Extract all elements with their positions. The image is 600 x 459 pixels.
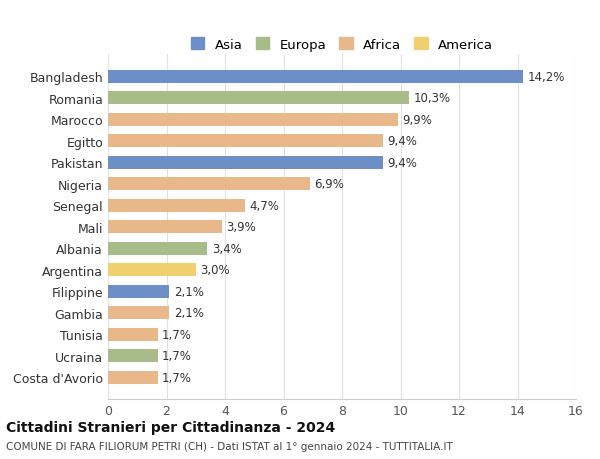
Text: 6,9%: 6,9% (314, 178, 344, 191)
Text: 1,7%: 1,7% (162, 349, 192, 362)
Text: 3,4%: 3,4% (212, 242, 242, 255)
Text: 1,7%: 1,7% (162, 328, 192, 341)
Text: 9,4%: 9,4% (388, 157, 417, 169)
Bar (108, 113, 398, 127)
Bar (108, 157, 383, 169)
Bar (108, 178, 310, 191)
Text: 10,3%: 10,3% (413, 92, 451, 105)
Text: COMUNE DI FARA FILIORUM PETRI (CH) - Dati ISTAT al 1° gennaio 2024 - TUTTITALIA.: COMUNE DI FARA FILIORUM PETRI (CH) - Dat… (6, 441, 453, 451)
Bar (108, 349, 158, 362)
Text: Cittadini Stranieri per Cittadinanza - 2024: Cittadini Stranieri per Cittadinanza - 2… (6, 420, 335, 434)
Legend: Asia, Europa, Africa, America: Asia, Europa, Africa, America (187, 34, 497, 56)
Text: 2,1%: 2,1% (174, 307, 203, 319)
Bar (108, 71, 523, 84)
Bar (108, 328, 158, 341)
Bar (108, 242, 208, 255)
Text: 3,0%: 3,0% (200, 263, 230, 277)
Bar (108, 285, 169, 298)
Text: 4,7%: 4,7% (250, 199, 280, 212)
Text: 14,2%: 14,2% (528, 71, 565, 84)
Bar (108, 92, 409, 105)
Bar (108, 307, 169, 319)
Text: 2,1%: 2,1% (174, 285, 203, 298)
Text: 9,4%: 9,4% (388, 135, 417, 148)
Bar (108, 263, 196, 276)
Text: 3,9%: 3,9% (226, 221, 256, 234)
Bar (108, 221, 222, 234)
Text: 9,9%: 9,9% (402, 113, 432, 127)
Bar (108, 135, 383, 148)
Text: 1,7%: 1,7% (162, 371, 192, 384)
Bar (108, 371, 158, 384)
Bar (108, 199, 245, 212)
